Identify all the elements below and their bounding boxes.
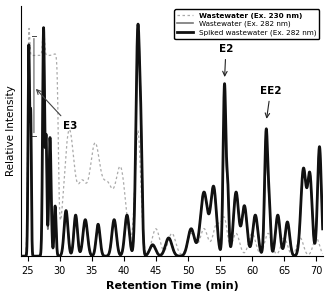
- Wastewater (Ex. 230 nm): [154, 227, 158, 231]
- Wastewater (Ex. 230 nm): [133, 181, 137, 185]
- Wastewater (Ex. 230 nm): [89, 159, 93, 163]
- Spiked wastewater (Ex. 282 nm): [321, 227, 325, 231]
- Spiked wastewater (Ex. 282 nm): [19, 255, 23, 258]
- Wastewater (Ex. 230 nm): [321, 252, 325, 255]
- Line: Wastewater (Ex. 282 nm): Wastewater (Ex. 282 nm): [21, 24, 323, 256]
- Wastewater (Ex. 282 nm): [19, 255, 23, 258]
- Wastewater (Ex. 230 nm): [91, 148, 95, 152]
- X-axis label: Retention Time (min): Retention Time (min): [106, 282, 238, 291]
- Text: EE2: EE2: [260, 86, 281, 118]
- Wastewater (Ex. 282 nm): [92, 250, 96, 253]
- Legend: Wastewater (Ex. 230 nm), Wastewater (Ex. 282 nm), Spiked wastewater (Ex. 282 nm): Wastewater (Ex. 230 nm), Wastewater (Ex.…: [174, 9, 319, 39]
- Wastewater (Ex. 282 nm): [318, 155, 322, 159]
- Text: E3: E3: [37, 90, 77, 131]
- Spiked wastewater (Ex. 282 nm): [89, 253, 93, 257]
- Wastewater (Ex. 230 nm): [19, 255, 23, 258]
- Spiked wastewater (Ex. 282 nm): [133, 193, 137, 196]
- Spiked wastewater (Ex. 282 nm): [136, 22, 140, 26]
- Wastewater (Ex. 282 nm): [154, 249, 158, 253]
- Wastewater (Ex. 230 nm): [92, 142, 96, 145]
- Line: Spiked wastewater (Ex. 282 nm): Spiked wastewater (Ex. 282 nm): [21, 24, 323, 256]
- Spiked wastewater (Ex. 282 nm): [154, 249, 158, 253]
- Wastewater (Ex. 230 nm): [318, 246, 322, 250]
- Spiked wastewater (Ex. 282 nm): [91, 254, 95, 257]
- Wastewater (Ex. 282 nm): [136, 22, 140, 26]
- Wastewater (Ex. 282 nm): [321, 227, 325, 231]
- Wastewater (Ex. 282 nm): [89, 253, 93, 257]
- Wastewater (Ex. 282 nm): [91, 254, 95, 257]
- Y-axis label: Relative Intensity: Relative Intensity: [6, 86, 15, 176]
- Wastewater (Ex. 282 nm): [133, 193, 137, 196]
- Line: Wastewater (Ex. 230 nm): Wastewater (Ex. 230 nm): [21, 28, 323, 256]
- Text: E2: E2: [219, 44, 233, 76]
- Wastewater (Ex. 230 nm): [41, 26, 45, 30]
- Spiked wastewater (Ex. 282 nm): [92, 250, 96, 253]
- Spiked wastewater (Ex. 282 nm): [318, 155, 322, 159]
